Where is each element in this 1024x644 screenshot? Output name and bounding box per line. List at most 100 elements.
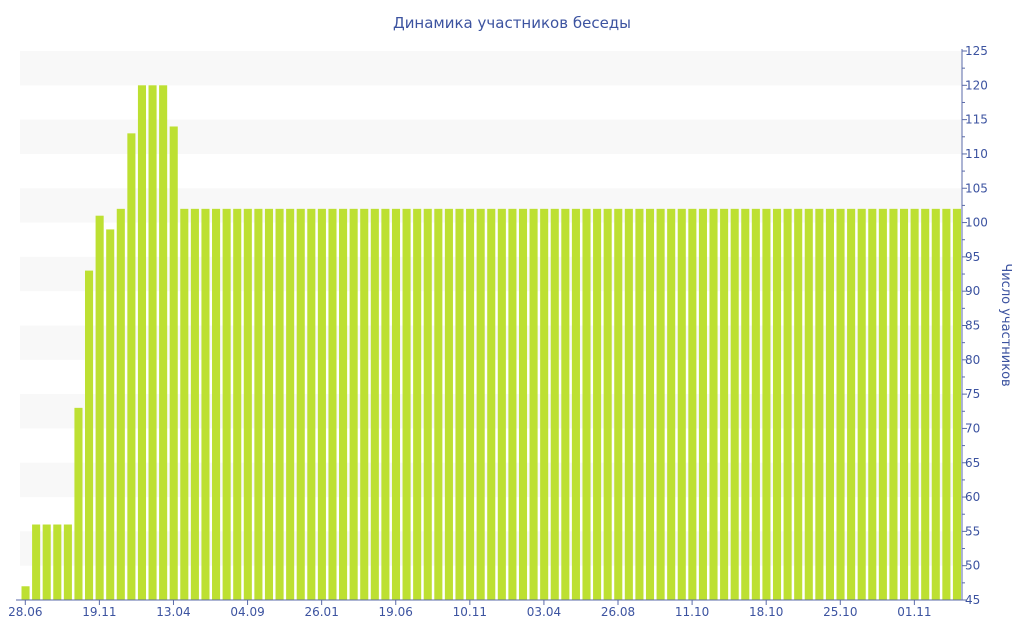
bar (243, 208, 252, 600)
y-tick-label: 80 (965, 353, 980, 367)
x-tick-label: 13.04 (156, 605, 190, 619)
bar (741, 208, 750, 600)
y-tick-label: 45 (965, 593, 980, 607)
x-tick-label: 25.10 (823, 605, 857, 619)
bar (751, 208, 760, 600)
bar (370, 208, 379, 600)
y-tick-label: 100 (965, 216, 988, 230)
bar (169, 126, 178, 601)
bar (190, 208, 199, 600)
bar (95, 215, 104, 600)
bar (847, 208, 856, 600)
bar (233, 208, 242, 600)
x-tick-label: 01.11 (897, 605, 931, 619)
bar (74, 407, 83, 600)
bar (53, 524, 62, 600)
bar (783, 208, 792, 600)
bar (698, 208, 707, 600)
bar (127, 133, 136, 600)
bar (624, 208, 633, 600)
bar (222, 208, 231, 600)
bar (476, 208, 485, 600)
bar (63, 524, 72, 600)
bar (794, 208, 803, 600)
bar (772, 208, 782, 600)
bar (593, 208, 602, 600)
bar (614, 208, 623, 600)
bar (434, 208, 443, 600)
bar (391, 208, 401, 600)
y-tick-label: 75 (965, 387, 980, 401)
bar (413, 208, 422, 600)
bar (212, 208, 221, 600)
bar (709, 208, 718, 600)
bar (656, 208, 665, 600)
bar (444, 208, 453, 600)
bar (497, 208, 506, 600)
bar (550, 208, 559, 600)
bar (286, 208, 295, 600)
x-tick-label: 03.04 (527, 605, 561, 619)
bar (878, 208, 887, 600)
bar (21, 586, 30, 600)
bar (116, 208, 125, 600)
x-tick-label: 19.06 (379, 605, 413, 619)
bar (857, 208, 866, 600)
bar (942, 208, 951, 600)
y-tick-label: 65 (965, 456, 980, 470)
bar (381, 208, 390, 600)
bar (328, 208, 337, 600)
bar (603, 208, 612, 600)
bar (540, 208, 549, 600)
x-tick-label: 18.10 (749, 605, 783, 619)
bar (720, 208, 729, 600)
y-tick-label: 95 (965, 250, 980, 264)
bar (529, 208, 538, 600)
bar (730, 208, 739, 600)
bar (466, 208, 475, 600)
bar (571, 208, 580, 600)
y-tick-label: 110 (965, 147, 988, 161)
y-tick-label: 90 (965, 284, 980, 298)
bar (180, 208, 189, 600)
x-tick-label: 26.01 (304, 605, 338, 619)
y-tick-label: 50 (965, 559, 980, 573)
bar (635, 208, 644, 600)
bar (349, 208, 358, 600)
bar (159, 85, 168, 600)
chart-title: Динамика участников беседы (393, 14, 631, 32)
bar (32, 524, 41, 600)
bar (762, 208, 771, 600)
x-tick-label: 28.06 (8, 605, 42, 619)
bar (339, 208, 348, 600)
x-tick-label: 10.11 (453, 605, 487, 619)
bar (582, 208, 591, 600)
bar (254, 208, 263, 600)
bar (508, 208, 517, 600)
y-tick-label: 120 (965, 78, 988, 92)
bar (296, 208, 305, 600)
x-tick-label: 04.09 (230, 605, 264, 619)
y-tick-label: 70 (965, 421, 980, 435)
bar (360, 208, 369, 600)
bar (645, 208, 655, 600)
bar (264, 208, 274, 600)
bar (931, 208, 940, 600)
bar (518, 208, 528, 600)
y-tick-label: 105 (965, 181, 988, 195)
grid-band (20, 51, 962, 86)
bar (889, 208, 898, 600)
bar (677, 208, 686, 600)
x-tick-label: 26.08 (601, 605, 635, 619)
bar (455, 208, 464, 600)
bar (688, 208, 697, 600)
bar (836, 208, 845, 600)
bar (825, 208, 834, 600)
bar (307, 208, 316, 600)
bar (106, 229, 115, 601)
bar (148, 85, 157, 600)
bar (804, 208, 813, 600)
bar (402, 208, 411, 600)
bar (317, 208, 326, 600)
